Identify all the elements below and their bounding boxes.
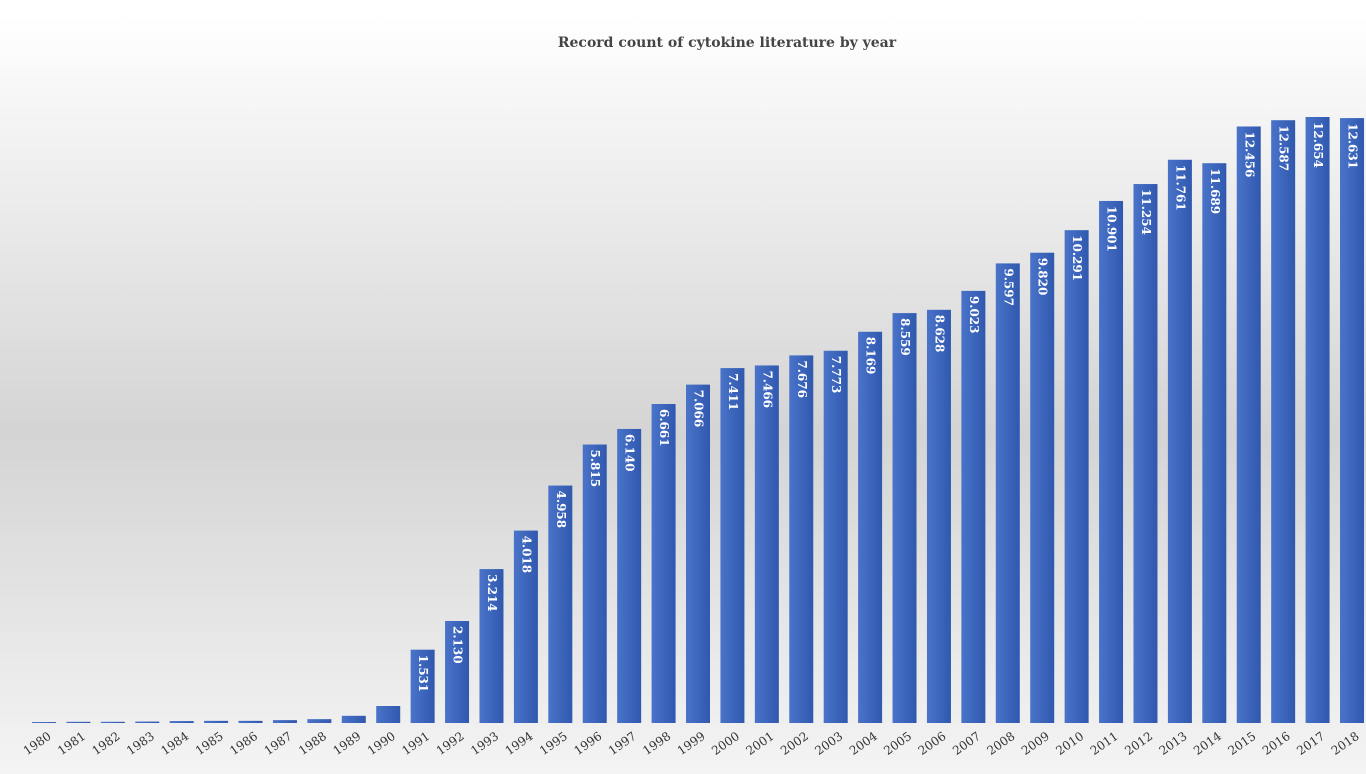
value-label: 8.559: [898, 318, 912, 356]
bar: [204, 720, 229, 723]
value-label: 6.661: [657, 409, 671, 447]
value-label: 5.815: [588, 450, 602, 488]
bar: [789, 355, 814, 723]
value-label: 11.689: [1208, 168, 1222, 214]
bar: [858, 331, 883, 723]
value-label: 10.901: [1105, 206, 1119, 252]
bar: [1064, 230, 1089, 723]
bar: [582, 444, 607, 723]
value-label: 8.628: [932, 315, 946, 353]
bar: [100, 721, 125, 723]
bar: [686, 384, 710, 723]
value-label: 9.820: [1036, 258, 1050, 296]
value-label: 6.140: [623, 434, 637, 472]
bar: [548, 485, 573, 723]
value-label: 12.587: [1277, 125, 1291, 171]
bar: [1340, 118, 1364, 724]
bar: [513, 530, 538, 723]
bar: [1133, 184, 1158, 723]
bar: [1305, 117, 1330, 723]
plot-background: [0, 15, 1366, 774]
bar: [926, 309, 951, 723]
bar: [1099, 200, 1124, 723]
bar: [341, 715, 366, 723]
bar: [272, 720, 297, 723]
value-label: 7.466: [760, 370, 774, 408]
value-label: 12.654: [1311, 122, 1325, 168]
value-label: 11.761: [1173, 165, 1187, 211]
bar: [617, 428, 642, 723]
bar: [169, 721, 194, 723]
bar: [1236, 126, 1261, 723]
value-label: 2.130: [451, 626, 465, 664]
bar: [823, 350, 848, 723]
bar: [376, 705, 401, 723]
value-label: 9.023: [967, 296, 981, 334]
value-label: 4.958: [554, 491, 568, 529]
chart-title: Record count of cytokine literature by y…: [558, 35, 897, 51]
bar: [238, 720, 263, 723]
value-label: 1.531: [416, 655, 430, 693]
value-label: 10.291: [1070, 235, 1084, 281]
value-label: 7.066: [692, 390, 706, 428]
bar: [1202, 163, 1227, 723]
bar: [307, 719, 332, 723]
bar: [32, 722, 56, 723]
value-label: 7.411: [726, 373, 740, 411]
bar: [995, 263, 1020, 723]
bar: [1271, 120, 1296, 724]
bar: [961, 290, 986, 723]
value-label: 12.631: [1346, 123, 1360, 169]
value-label: 7.773: [829, 356, 843, 394]
bar: [651, 404, 676, 723]
bar: [410, 649, 435, 723]
bar: [135, 721, 160, 723]
value-label: 7.676: [795, 360, 809, 398]
bar: [479, 569, 504, 723]
value-label: 8.169: [864, 337, 878, 375]
value-label: 4.018: [519, 536, 533, 574]
value-label: 11.254: [1139, 189, 1153, 235]
bar: [1030, 252, 1055, 723]
value-label: 3.214: [485, 574, 499, 612]
bar: [66, 721, 91, 723]
bar: [754, 365, 779, 723]
bar: [1167, 159, 1192, 724]
bar: [892, 313, 917, 723]
value-label: 9.597: [1001, 268, 1015, 306]
bar: [445, 620, 470, 723]
bar: [720, 368, 745, 723]
value-label: 12.456: [1242, 131, 1256, 177]
